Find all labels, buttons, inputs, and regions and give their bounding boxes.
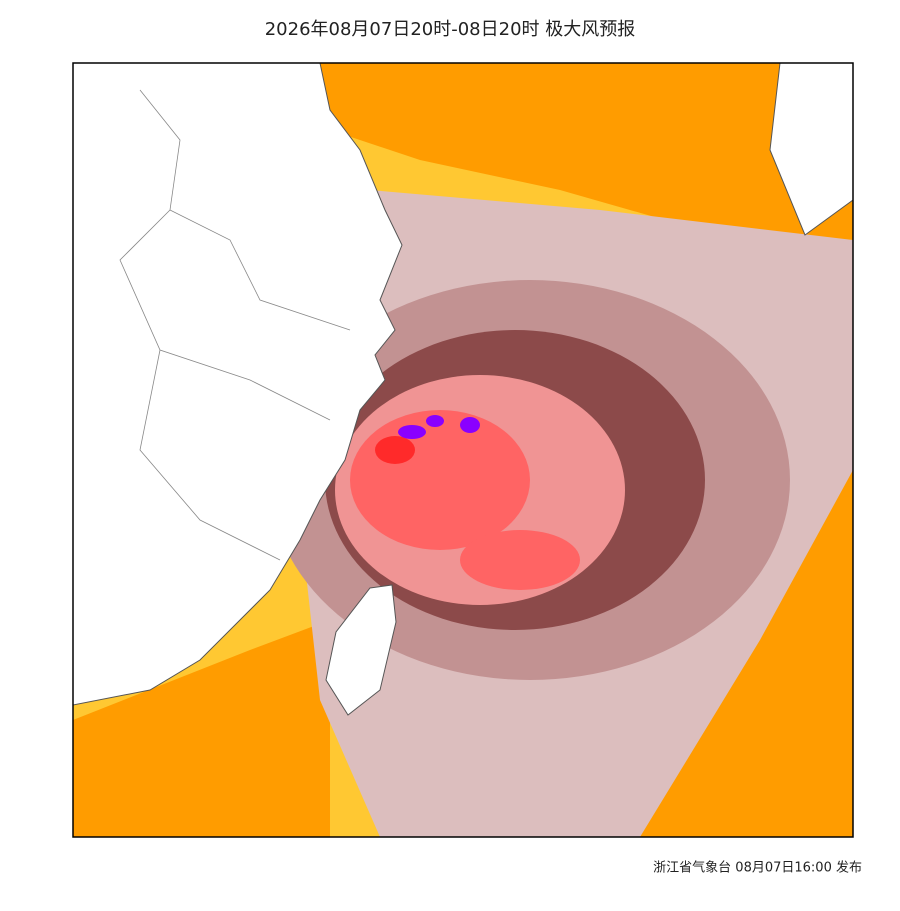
- wind-field: [398, 425, 426, 439]
- footer: 浙江省气象台 08月07日16:00 发布: [653, 860, 862, 876]
- korea: [769, 63, 853, 236]
- map-area: [73, 63, 853, 837]
- mainland: [73, 63, 403, 706]
- map-frame: [72, 62, 854, 838]
- wind-field: [300, 63, 853, 250]
- wind-field: [426, 415, 444, 427]
- wind-field: [375, 436, 415, 464]
- wind-field: [350, 410, 530, 550]
- province-border: [119, 89, 351, 561]
- map-title: 2026年08月07日20时-08日20时 极大风预报: [265, 19, 636, 40]
- wind-field: [73, 620, 330, 837]
- wind-field: [460, 417, 480, 433]
- wind-field: [460, 530, 580, 590]
- taiwan: [325, 584, 397, 716]
